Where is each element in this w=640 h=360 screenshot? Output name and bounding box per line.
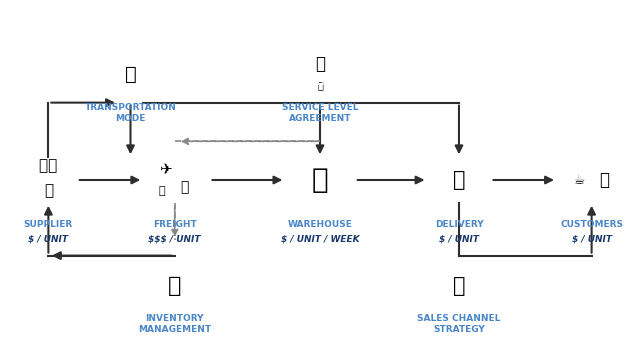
Text: $$$ / UNIT: $$$ / UNIT — [148, 234, 201, 243]
Text: 📋: 📋 — [168, 275, 181, 296]
Text: 🏬: 🏬 — [599, 171, 609, 189]
Text: ⏱: ⏱ — [315, 55, 325, 73]
Text: $ / UNIT: $ / UNIT — [439, 234, 479, 243]
Text: SUPPLIER: SUPPLIER — [24, 220, 73, 229]
Text: 📱: 📱 — [452, 275, 465, 296]
Text: 📦: 📦 — [159, 185, 165, 195]
Text: 🏪: 🏪 — [44, 183, 53, 198]
Text: SERVICE LEVEL
AGREEMENT: SERVICE LEVEL AGREEMENT — [282, 103, 358, 123]
Text: 🚢: 🚢 — [180, 180, 188, 194]
Text: WAREHOUSE: WAREHOUSE — [287, 220, 353, 229]
Text: CUSTOMERS: CUSTOMERS — [560, 220, 623, 229]
Text: SLA: SLA — [312, 80, 328, 86]
Text: ✈: ✈ — [159, 162, 172, 177]
Text: INVENTORY
MANAGEMENT: INVENTORY MANAGEMENT — [138, 314, 211, 334]
Text: FREIGHT: FREIGHT — [153, 220, 196, 229]
Text: $ / UNIT / WEEK: $ / UNIT / WEEK — [281, 234, 359, 243]
Text: 🚚: 🚚 — [452, 170, 465, 190]
Text: $ / UNIT: $ / UNIT — [572, 234, 612, 243]
Text: 🏠: 🏠 — [125, 65, 136, 84]
Text: DELIVERY: DELIVERY — [435, 220, 483, 229]
Text: $ / UNIT: $ / UNIT — [28, 234, 68, 243]
Text: ☕: ☕ — [573, 174, 584, 186]
Text: 🟩: 🟩 — [317, 80, 323, 90]
Text: SALES CHANNEL
STRATEGY: SALES CHANNEL STRATEGY — [417, 314, 500, 334]
Text: 🧑‍💼: 🧑‍💼 — [39, 158, 58, 174]
Text: TRANSPORTATION
MODE: TRANSPORTATION MODE — [84, 103, 177, 123]
Text: 🏭: 🏭 — [312, 166, 328, 194]
